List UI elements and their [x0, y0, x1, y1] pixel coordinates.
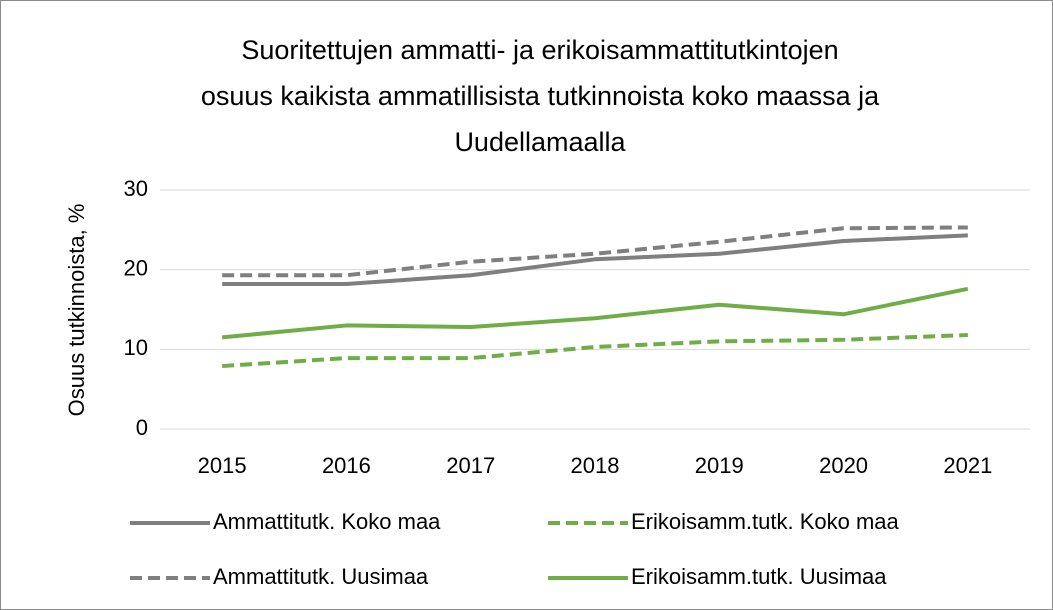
y-tick-label: 0	[136, 415, 148, 440]
y-axis-label: Osuus tutkinnoista, %	[64, 204, 89, 417]
legend-label: Ammattitutk. Koko maa	[213, 509, 441, 534]
series-line	[222, 225, 968, 278]
series-line	[222, 233, 968, 287]
legend-label: Erikoisamm.tutk. Koko maa	[631, 509, 900, 534]
series-line	[222, 332, 968, 369]
x-tick-label: 2021	[943, 453, 992, 478]
legend-label: Ammattitutk. Uusimaa	[213, 564, 429, 589]
chart-title: Uudellamaalla	[454, 127, 626, 157]
legend-label: Erikoisamm.tutk. Uusimaa	[631, 564, 887, 589]
x-tick-label: 2015	[198, 453, 247, 478]
chart-title: Suoritettujen ammatti- ja erikoisammatti…	[241, 35, 838, 65]
x-tick-label: 2018	[571, 453, 620, 478]
x-tick-label: 2016	[322, 453, 371, 478]
y-tick-label: 10	[124, 335, 148, 360]
y-tick-label: 30	[124, 176, 148, 201]
x-tick-label: 2020	[819, 453, 868, 478]
series-line	[221, 286, 969, 340]
x-tick-label: 2017	[446, 453, 495, 478]
chart-title: osuus kaikista ammatillisista tutkinnois…	[201, 81, 880, 111]
x-tick-label: 2019	[695, 453, 744, 478]
y-tick-label: 20	[124, 255, 148, 280]
